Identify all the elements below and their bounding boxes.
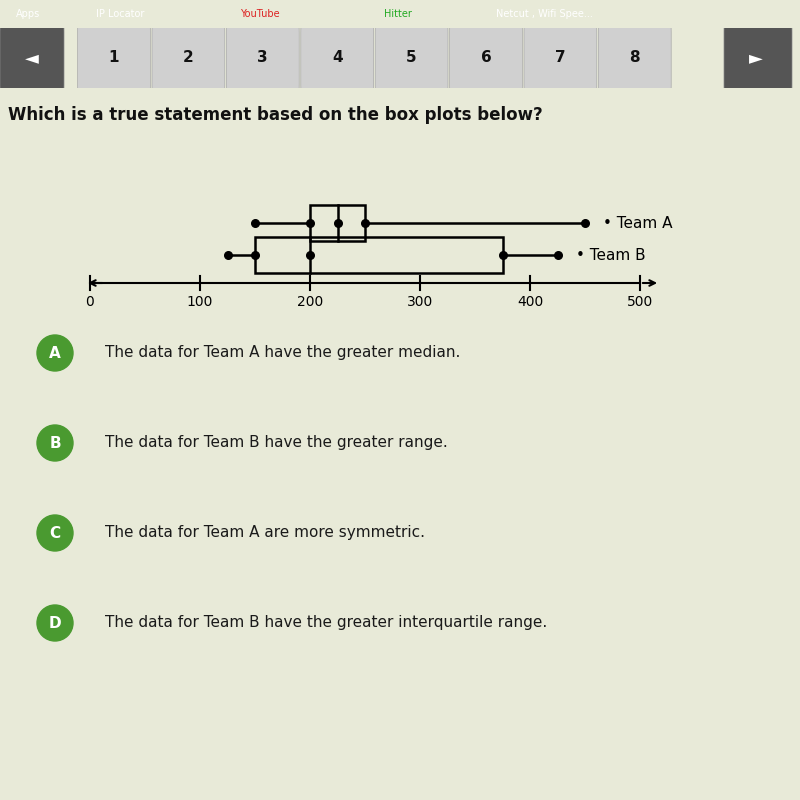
Text: Netcut , Wifi Spee...: Netcut , Wifi Spee... [496,9,593,19]
Point [249,249,262,262]
Circle shape [37,335,73,371]
Text: 500: 500 [627,295,653,309]
Point [551,249,564,262]
FancyBboxPatch shape [78,14,150,103]
Point [358,217,371,230]
Text: 2: 2 [183,50,194,66]
Text: The data for Team A have the greater median.: The data for Team A have the greater med… [105,346,460,361]
FancyBboxPatch shape [450,14,522,103]
Text: 7: 7 [555,50,566,66]
Point [496,249,509,262]
Text: 6: 6 [481,50,491,66]
FancyBboxPatch shape [375,14,448,103]
Point [304,217,317,230]
Text: The data for Team B have the greater range.: The data for Team B have the greater ran… [105,435,448,450]
Text: IP Locator: IP Locator [96,9,144,19]
Text: C: C [50,526,61,541]
Text: D: D [49,615,62,630]
FancyBboxPatch shape [598,14,671,103]
Circle shape [37,515,73,551]
Point [578,217,591,230]
Circle shape [37,605,73,641]
FancyBboxPatch shape [0,2,64,115]
Text: 0: 0 [86,295,94,309]
Text: 1: 1 [109,50,119,66]
Text: 5: 5 [406,50,417,66]
FancyBboxPatch shape [524,14,597,103]
Text: 4: 4 [332,50,342,66]
Text: The data for Team B have the greater interquartile range.: The data for Team B have the greater int… [105,615,547,630]
Text: A: A [49,346,61,361]
Text: 8: 8 [630,50,640,66]
Bar [310,205,365,241]
Text: Which is a true statement based on the box plots below?: Which is a true statement based on the b… [8,106,542,124]
Text: • Team B: • Team B [575,247,645,262]
FancyBboxPatch shape [301,14,374,103]
Text: 300: 300 [407,295,433,309]
FancyBboxPatch shape [152,14,225,103]
Text: The data for Team A are more symmetric.: The data for Team A are more symmetric. [105,526,425,541]
Point [249,217,262,230]
Text: 200: 200 [297,295,323,309]
Text: 3: 3 [258,50,268,66]
Point [304,249,317,262]
Text: • Team A: • Team A [603,215,673,230]
Point [331,217,344,230]
Circle shape [37,425,73,461]
Text: 400: 400 [517,295,543,309]
Text: 100: 100 [187,295,213,309]
Text: ◄: ◄ [25,49,39,67]
Text: B: B [49,435,61,450]
FancyBboxPatch shape [226,14,299,103]
Text: Apps: Apps [16,9,40,19]
Text: Hitter: Hitter [384,9,412,19]
Text: YouTube: YouTube [240,9,280,19]
FancyBboxPatch shape [724,2,792,115]
Point [221,249,234,262]
Text: ►: ► [749,49,763,67]
Bar [255,237,502,273]
